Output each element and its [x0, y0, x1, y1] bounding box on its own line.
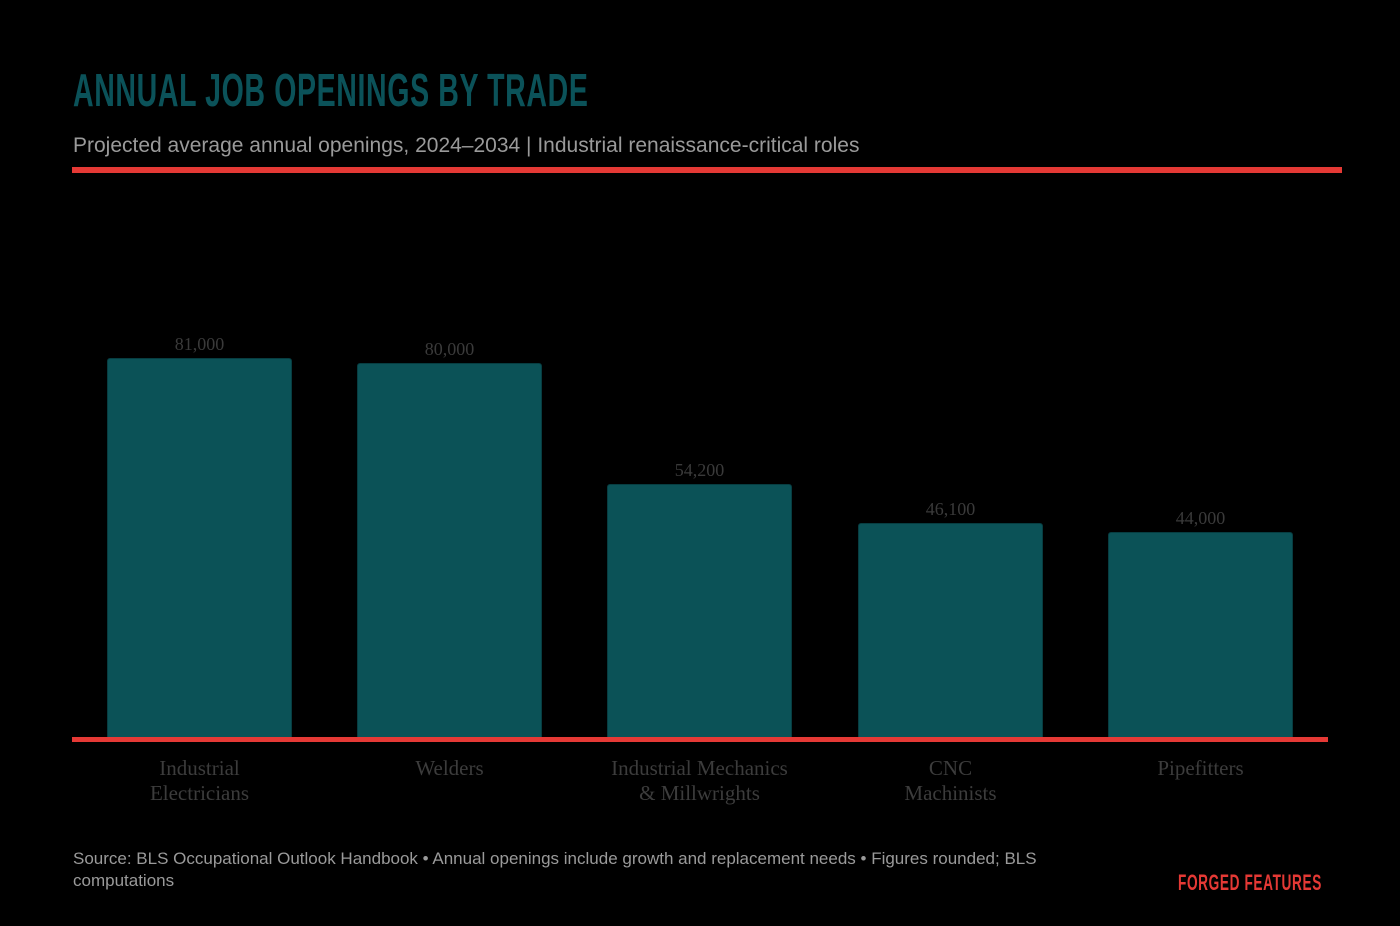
bar — [607, 484, 792, 740]
bar-value-label: 54,200 — [674, 460, 725, 480]
bar — [357, 363, 542, 740]
bar — [1108, 532, 1293, 740]
chart-title: ANNUAL JOB OPENINGS BY TRADE — [73, 64, 589, 116]
category-label: Industrial Electricians — [149, 756, 250, 805]
category-label: CNC Machinists — [904, 756, 997, 805]
source-note: Source: BLS Occupational Outlook Handboo… — [73, 849, 1037, 890]
bar — [107, 358, 292, 740]
category-label: Welders — [415, 756, 484, 780]
chart-subtitle: Projected average annual openings, 2024–… — [73, 134, 860, 157]
bar-value-label: 81,000 — [174, 334, 225, 354]
baseline-axis — [72, 737, 1328, 742]
category-label: Pipefitters — [1157, 756, 1244, 780]
bar-value-label: 44,000 — [1175, 508, 1226, 528]
brand-logo: FORGED FEATURES — [1178, 870, 1322, 895]
bar-value-label: 80,000 — [424, 339, 475, 359]
bar-value-label: 46,100 — [925, 499, 976, 519]
bar — [858, 523, 1043, 740]
top-rule — [72, 167, 1342, 173]
category-label: Industrial Mechanics & Millwrights — [611, 756, 788, 805]
plot-area: 81,000 80,000 54,200 46,100 44,000 — [72, 180, 1328, 820]
